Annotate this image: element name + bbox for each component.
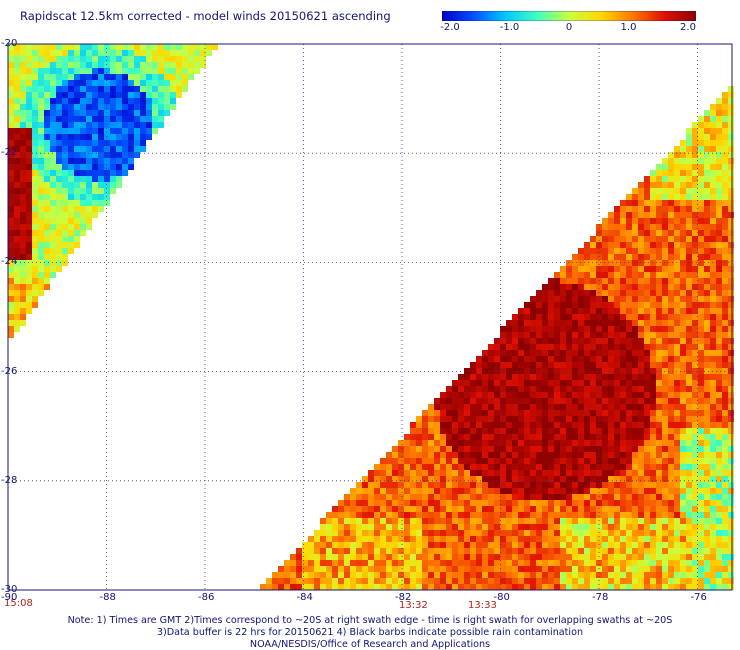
note-line-1: Note: 1) Times are GMT 2)Times correspon… [67,615,673,626]
colorbar-tick-label: -1.0 [499,22,520,33]
latitude-tick-label: -28 [1,474,18,486]
latitude-tick-label: -22 [1,147,18,159]
longitude-tick-label: -84 [296,592,313,603]
longitude-tick-label: -80 [493,592,510,603]
longitude-tick-label: -86 [198,592,215,603]
map-title: Rapidscat 12.5km corrected - model winds… [20,9,391,23]
latitude-tick-label: -24 [1,256,18,268]
swath-cells [8,44,734,590]
note-line-3: NOAA/NESDIS/Office of Research and Appli… [249,639,491,650]
longitude-tick-label: -88 [99,592,116,603]
swath-time-middle: 13:32 [399,600,428,611]
colorbar [442,11,696,21]
swath-time-left: 15:08 [4,598,33,609]
latitude-tick-label: -20 [1,38,18,49]
latitude-tick-label: -30 [1,584,18,595]
longitude-tick-label: -82 [395,592,412,603]
map-frame [7,43,733,591]
swath-time-right: 13:33 [468,600,497,611]
colorbar-tick-label: 2.0 [680,22,696,33]
colorbar-tick-label: -2.0 [440,22,460,33]
longitude-tick-label: -76 [690,592,707,603]
colorbar-tick-label: 1.0 [620,22,637,33]
longitude-tick-label: -90 [1,592,18,603]
latitude-tick-label: -26 [1,365,18,377]
note-line-2: 3)Data buffer is 22 hrs for 20150621 4) … [156,627,584,638]
colorbar-tick-label: 0 [565,22,573,33]
longitude-tick-label: -78 [592,592,609,603]
